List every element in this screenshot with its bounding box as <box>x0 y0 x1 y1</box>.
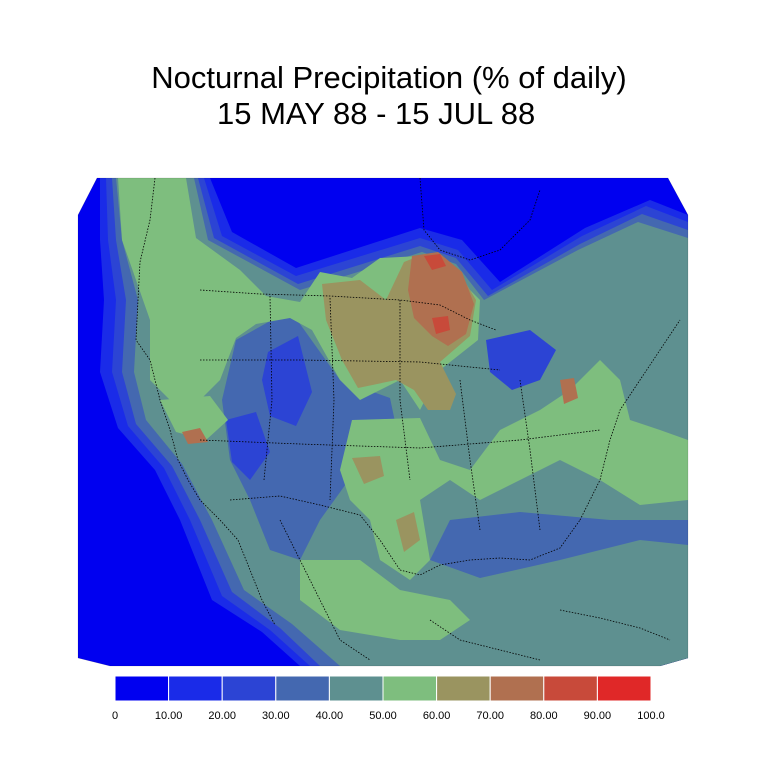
atlantic-coast <box>579 319 681 521</box>
state-lines-7 <box>519 379 541 531</box>
political-boundaries <box>135 177 681 661</box>
west-coast <box>135 177 276 626</box>
basin-20-30b <box>226 412 270 480</box>
colorbar-tick-label: 20.00 <box>208 710 236 722</box>
level-70-80 <box>408 252 474 346</box>
colorbar-swatch-4 <box>328 675 384 702</box>
colorbar-tick-label: 40.00 <box>315 710 344 722</box>
mexico-us-border <box>229 495 401 571</box>
great-lakes-low <box>486 330 556 390</box>
level-70-80-ohio <box>560 378 578 404</box>
colorbar-tick-label: 100.0 <box>637 710 665 722</box>
level-80-90-mn <box>432 316 450 334</box>
colorbar-swatch-7 <box>489 675 545 702</box>
colorbar-tick-label: 80.00 <box>530 710 558 722</box>
state-lines-2 <box>329 297 335 501</box>
yucatan <box>429 619 541 661</box>
hudson-bay <box>419 177 541 261</box>
map-border <box>77 177 689 667</box>
level-50-60-central <box>340 360 688 580</box>
colorbar-tick-label: 10.00 <box>154 710 183 722</box>
colorbar-swatch-0 <box>114 675 170 702</box>
colorbar-swatch-8 <box>543 675 598 702</box>
gulf-coast <box>399 519 581 576</box>
colorbar-swatch-3 <box>275 675 330 702</box>
colorbar-tick-label: 30.00 <box>262 710 290 722</box>
precipitation-field <box>78 178 688 666</box>
colorbar-swatch-1 <box>168 675 223 702</box>
basin-20-30 <box>262 336 312 426</box>
level-60-70-kansas <box>352 456 384 484</box>
colorbar-tick-label: 50.00 <box>369 710 397 722</box>
chart-title: Nocturnal Precipitation (% of daily) <box>151 60 627 95</box>
colorbar-swatch-9 <box>596 675 652 702</box>
cuba <box>559 609 671 641</box>
level-50-60-southwest <box>160 396 228 440</box>
colorbar-swatch-2 <box>221 675 277 702</box>
level-80-90 <box>424 254 446 270</box>
level-50-60-gulfcoast <box>300 560 470 640</box>
colorbar-swatch-5 <box>382 675 438 702</box>
canada-us-border <box>199 289 497 331</box>
colorbar-swatch-6 <box>436 675 491 702</box>
chart-subtitle: 15 MAY 88 - 15 JUL 88 <box>217 96 536 131</box>
colorbar-tick-label: 90.00 <box>583 710 612 722</box>
colorbar-tick-label: 60.00 <box>422 710 451 722</box>
state-lines-5 <box>199 429 601 449</box>
state-lines-4 <box>200 359 501 371</box>
state-lines-3 <box>399 300 411 481</box>
colorbar-tick-label: 0 <box>111 710 119 722</box>
level-60-70-texas <box>396 512 420 552</box>
colorbar-tick-label: 70.00 <box>476 710 504 722</box>
colorbar <box>114 675 652 702</box>
